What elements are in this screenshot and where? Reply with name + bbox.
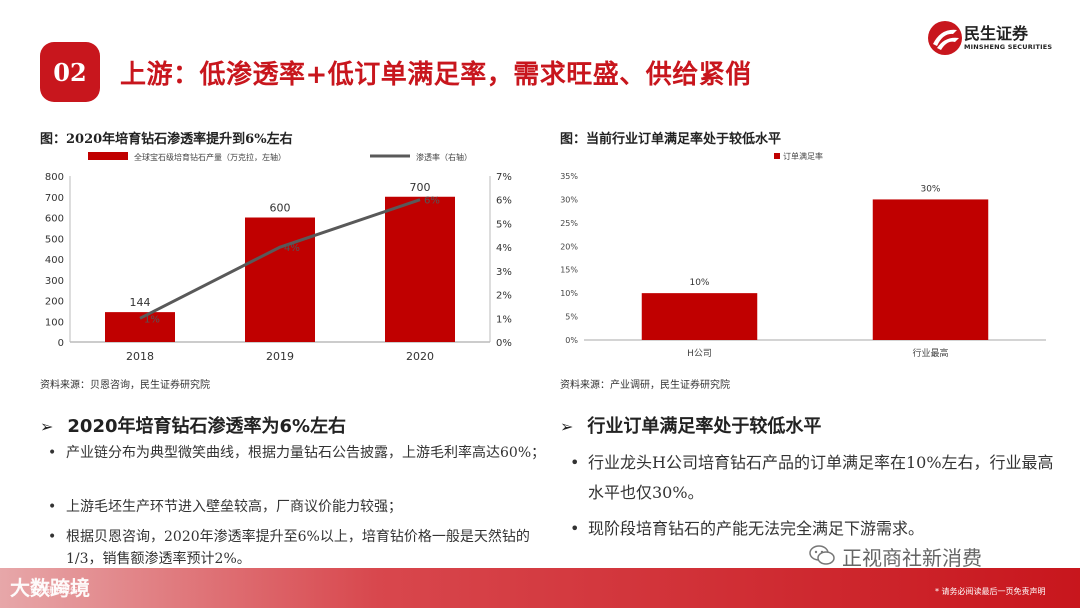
line-data-label: 6%	[424, 196, 440, 207]
right-bullet-1-text: 行业龙头H公司培育钻石产品的订单满足率在10%左右，行业最高水平也仅30%。	[588, 453, 1054, 502]
y-right-tick-label: 0%	[496, 338, 512, 349]
y-left-tick-label: 800	[45, 172, 64, 183]
bullet-dot-icon: •	[48, 445, 57, 461]
bar-data-label: 600	[270, 202, 291, 215]
bar	[105, 312, 175, 342]
left-bullet-1: • 产业链分布为典型微笑曲线，根据力量钻石公告披露，上游毛利率高达60%；	[48, 442, 556, 464]
y-tick-label: 25%	[560, 219, 578, 228]
logo-text: 民生证券	[964, 24, 1029, 43]
left-chart-title: 图：2020年培育钻石渗透率提升到6%左右	[40, 132, 293, 147]
y-right-tick-label: 2%	[496, 291, 512, 302]
y-tick-label: 30%	[560, 195, 578, 204]
footer-bar	[0, 568, 1080, 608]
left-bullet-2: • 上游毛坯生产环节进入壁垒较高，厂商议价能力较强；	[48, 496, 556, 518]
y-right-tick-label: 3%	[496, 267, 512, 278]
legend-swatch-bar	[88, 152, 128, 160]
y-left-tick-label: 100	[45, 317, 64, 328]
right-chart: 订单满足率 0% 5% 10% 15% 20% 25% 30% 35% 10% H公司 30% 行业最高	[560, 151, 1046, 359]
y-right-tick-label: 7%	[496, 172, 512, 183]
legend-label-bar: 全球宝石级培育钻石产量（万克拉，左轴）	[134, 152, 286, 162]
y-tick-label: 5%	[565, 313, 578, 322]
bullet-dot-icon: •	[570, 519, 580, 538]
watermark-left-small: 证券研究报告	[30, 586, 78, 595]
right-bullet-1: • 行业龙头H公司培育钻石产品的订单满足率在10%左右，行业最高水平也仅30%。	[570, 448, 1058, 508]
left-section-heading-text: 2020年培育钻石渗透率为6%左右	[67, 416, 347, 437]
y-left-tick-label: 400	[45, 255, 64, 266]
arrow-bullet-icon: ➢	[40, 417, 54, 436]
y-right-tick-label: 5%	[496, 219, 512, 230]
right-chart-source: 资料来源：产业调研，民生证券研究院	[560, 380, 730, 391]
y-left-tick-label: 500	[45, 234, 64, 245]
bullet-dot-icon: •	[570, 453, 580, 472]
bar	[245, 217, 315, 342]
left-bullet-3: • 根据贝恩咨询，2020年渗透率提升至6%以上，培育钻价格一般是天然钻的1/3，…	[48, 526, 556, 570]
y-right-tick-label: 6%	[496, 196, 512, 207]
section-number-badge: 02	[40, 42, 100, 102]
line-data-label: 4%	[284, 243, 300, 254]
y-tick-label: 0%	[565, 336, 578, 345]
arrow-bullet-icon: ➢	[560, 417, 574, 436]
right-bullet-2-text: 现阶段培育钻石的产能无法完全满足下游需求。	[588, 519, 925, 538]
bar	[641, 293, 758, 340]
minsheng-logo-icon	[928, 21, 962, 55]
legend-label: 订单满足率	[783, 151, 823, 161]
y-tick-label: 35%	[560, 172, 578, 181]
x-tick-label: 2019	[266, 350, 294, 363]
x-tick-label: 行业最高	[912, 347, 948, 359]
bar	[385, 196, 455, 342]
left-chart-source: 资料来源：贝恩咨询，民生证券研究院	[40, 380, 210, 391]
watermark-right: 正视商社新消费	[842, 546, 982, 570]
line-data-label: 1%	[144, 314, 160, 325]
bar-data-label: 144	[130, 296, 151, 309]
page-title: 上游：低渗透率+低订单满足率，需求旺盛、供给紧俏	[120, 60, 752, 90]
y-left-tick-label: 200	[45, 297, 64, 308]
wechat-icon	[809, 545, 835, 565]
y-tick-label: 10%	[560, 289, 578, 298]
right-section-heading: ➢ 行业订单满足率处于较低水平	[560, 412, 821, 438]
legend-swatch	[774, 153, 780, 159]
bar	[872, 199, 989, 340]
y-right-tick-label: 4%	[496, 243, 512, 254]
left-bullet-1-text: 产业链分布为典型微笑曲线，根据力量钻石公告披露，上游毛利率高达60%；	[66, 445, 546, 461]
y-left-tick-label: 300	[45, 276, 64, 287]
left-section-heading: ➢ 2020年培育钻石渗透率为6%左右	[40, 412, 346, 438]
left-bullet-3-text: 根据贝恩咨询，2020年渗透率提升至6%以上，培育钻价格一般是天然钻的1/3，销…	[66, 529, 530, 567]
bullet-dot-icon: •	[48, 529, 57, 545]
bar-data-label: 700	[410, 181, 431, 194]
y-left-tick-label: 700	[45, 193, 64, 204]
disclaimer-note: * 请务必阅读最后一页免责声明	[935, 587, 1046, 596]
x-tick-label: 2020	[406, 350, 434, 363]
right-bullet-2: • 现阶段培育钻石的产能无法完全满足下游需求。	[570, 514, 1058, 544]
y-tick-label: 15%	[560, 266, 578, 275]
y-right-tick-label: 1%	[496, 314, 512, 325]
left-bullet-2-text: 上游毛坯生产环节进入壁垒较高，厂商议价能力较强；	[66, 499, 402, 515]
x-tick-label: 2018	[126, 350, 154, 363]
right-section-heading-text: 行业订单满足率处于较低水平	[587, 416, 822, 437]
y-left-tick-label: 600	[45, 214, 64, 225]
y-left-tick-label: 0	[58, 338, 64, 349]
bullet-dot-icon: •	[48, 499, 57, 515]
legend-label-line: 渗透率（右轴）	[416, 152, 472, 162]
bar-data-label: 10%	[689, 278, 709, 288]
logo-subtext: MINSHENG SECURITIES	[964, 43, 1053, 51]
right-chart-title: 图：当前行业订单满足率处于较低水平	[560, 132, 782, 147]
bar-data-label: 30%	[920, 184, 940, 194]
y-tick-label: 20%	[560, 242, 578, 251]
series-line	[139, 198, 421, 320]
x-tick-label: H公司	[687, 348, 712, 359]
watermark-left: 大数跨境	[10, 576, 90, 600]
left-chart: 全球宝石级培育钻石产量（万克拉，左轴） 渗透率（右轴） 0 100 200 300 400 5…	[45, 152, 512, 363]
